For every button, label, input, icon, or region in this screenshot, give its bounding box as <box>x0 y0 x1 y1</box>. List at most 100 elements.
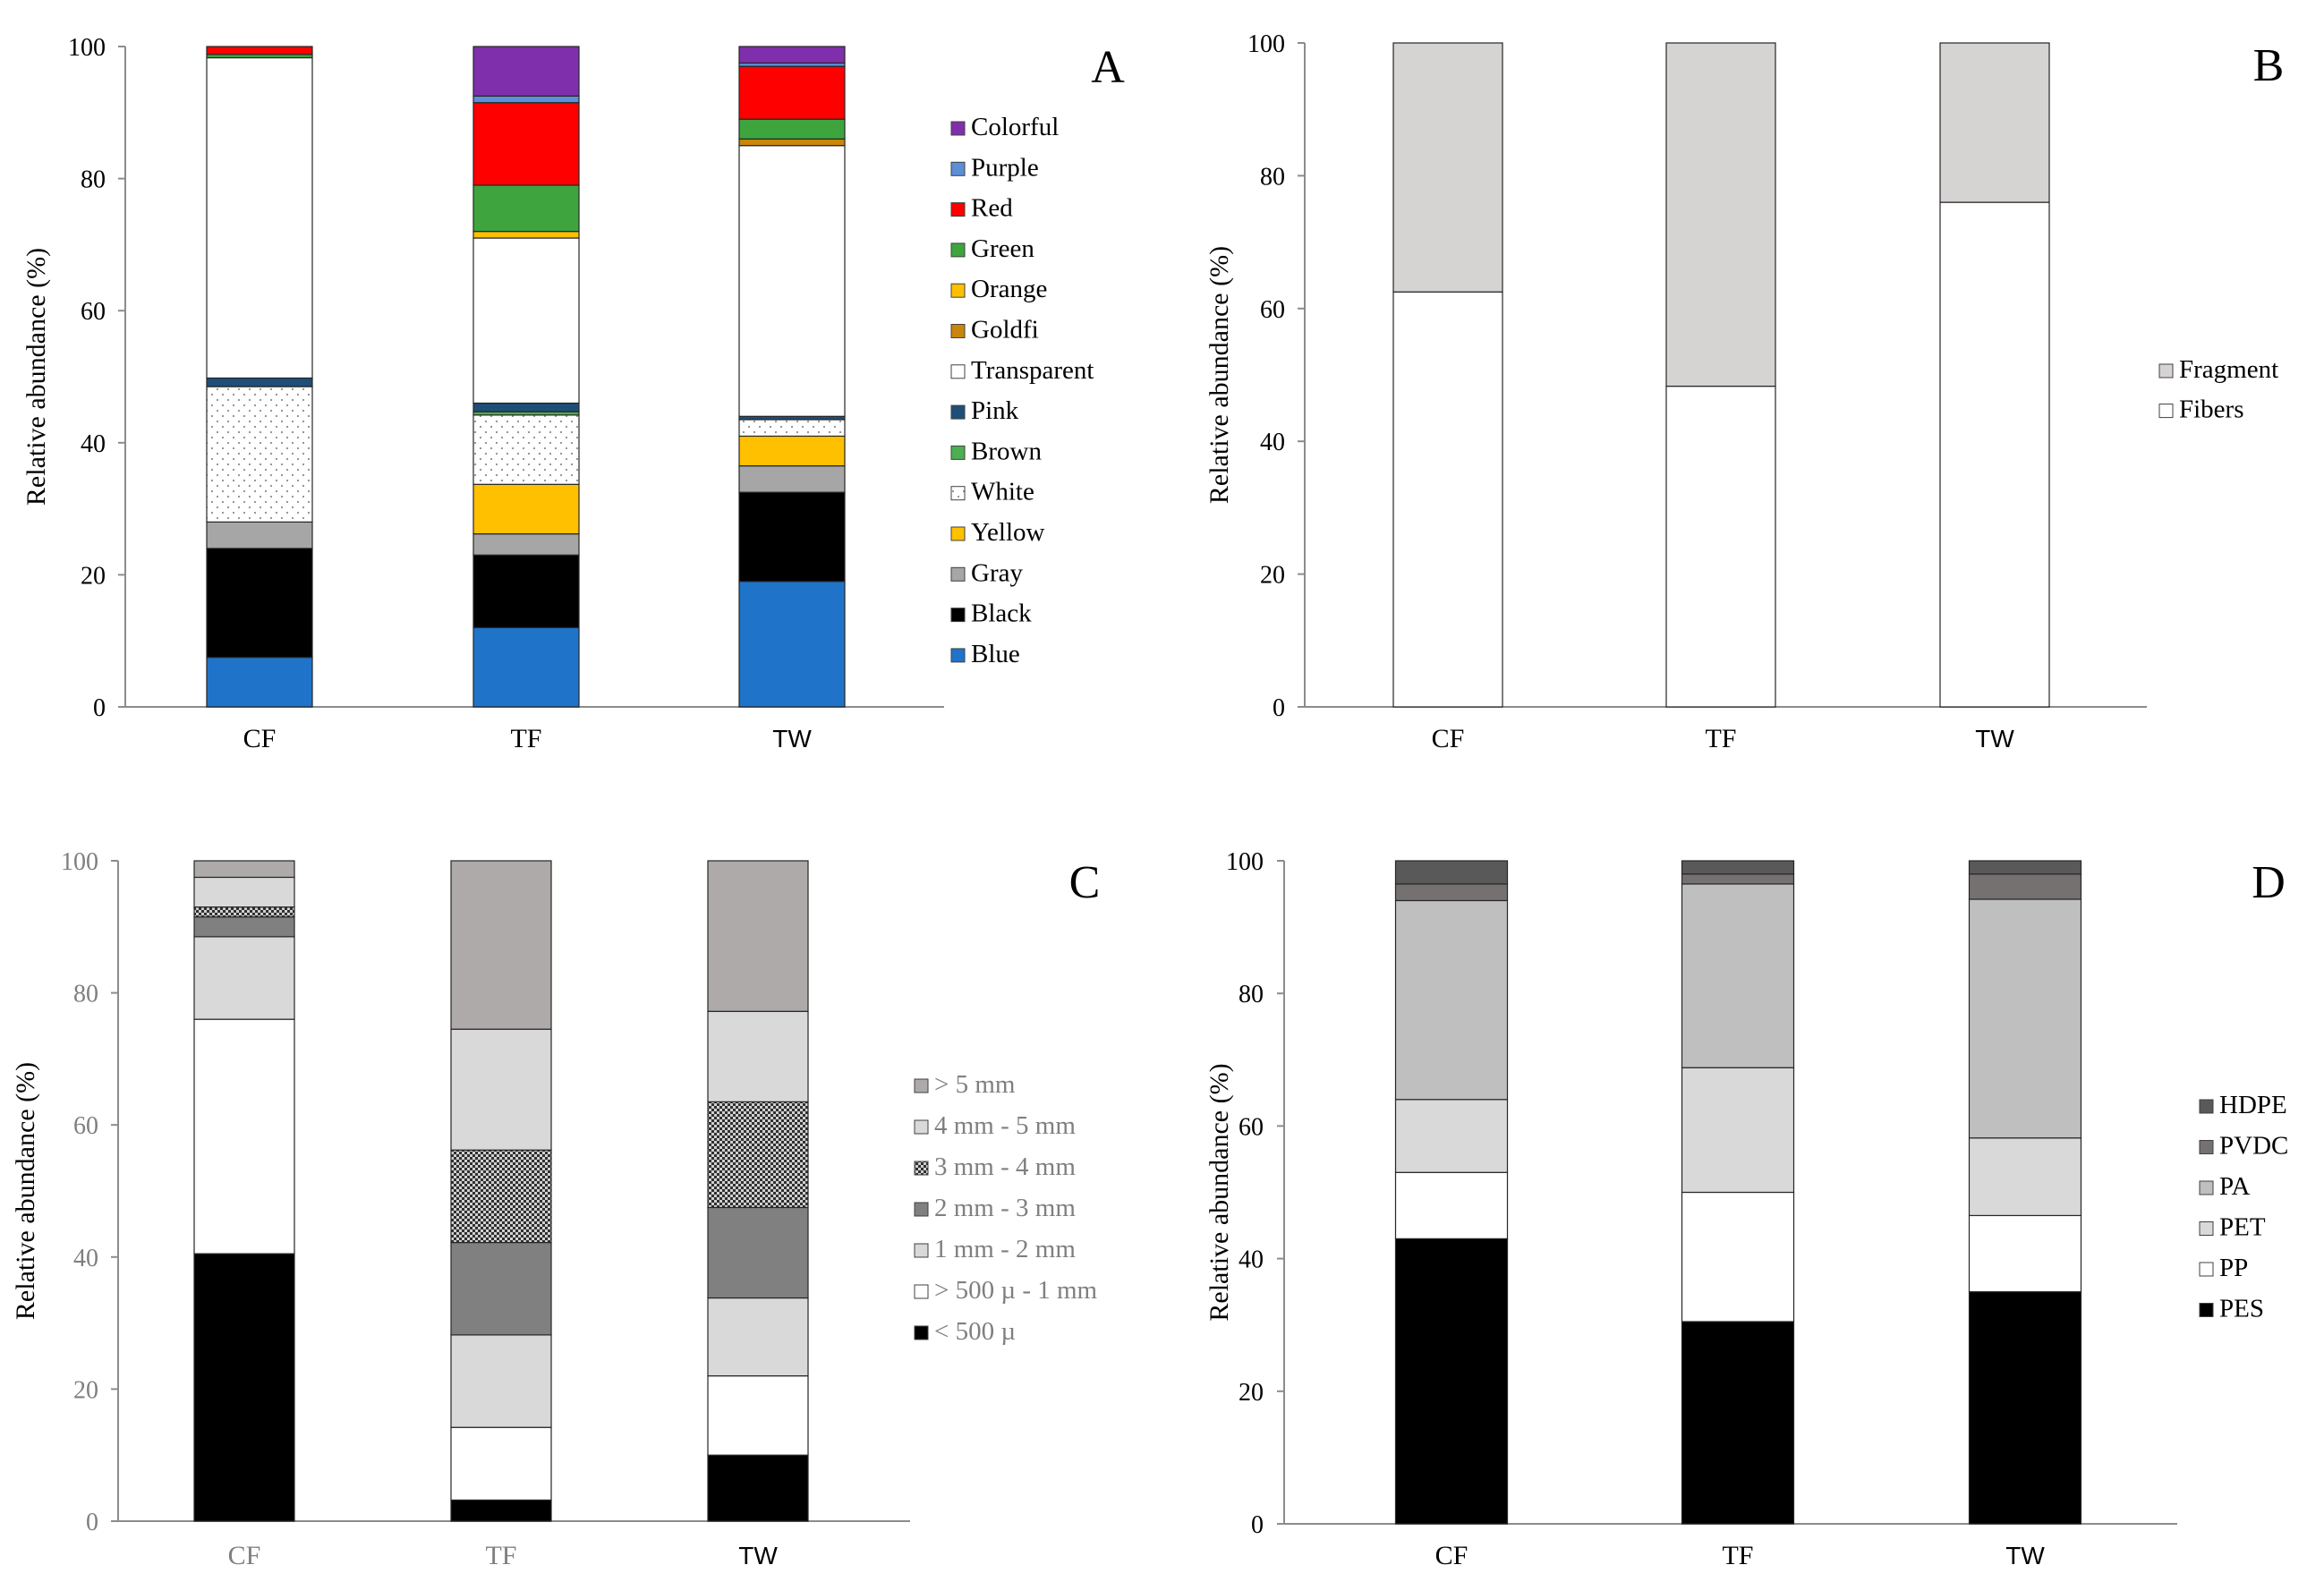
y-tick-label: 40 <box>73 1245 98 1272</box>
bar-segment-tf-black <box>472 554 580 629</box>
legend-label-500: < 500 µ <box>934 1317 1016 1346</box>
bar-segment-tf-fragment <box>1665 42 1776 387</box>
x-category-label: TF <box>510 724 541 753</box>
y-tick-label: 40 <box>1260 429 1285 456</box>
y-tick-label: 0 <box>93 694 106 722</box>
bar-segment-cf-blue <box>206 657 313 708</box>
x-category-label: CF <box>1435 1541 1468 1570</box>
legend-label-goldfi: Goldfi <box>971 316 1039 344</box>
bar-segment-tf-orange <box>472 231 580 239</box>
y-tick-label: 0 <box>1251 1511 1264 1539</box>
legend-swatch-blue <box>950 648 966 663</box>
legend-label-fibers: Fibers <box>2179 396 2244 424</box>
bar-segment-tf-pink <box>472 402 580 413</box>
bar-segment-tw-pet <box>1968 1137 2082 1217</box>
bar-segment-tf-500 <box>450 1499 552 1522</box>
y-axis-label: Relative abundance (%) <box>21 248 51 506</box>
legend-swatch-2-mm-3-mm <box>914 1202 929 1217</box>
legend-label-white: White <box>971 478 1034 506</box>
chart-panel-b: 0 20 40 60 80 100 Relative abundance (%) CF TF TW… <box>1205 30 2284 753</box>
bar-segment-tf-colorful <box>472 46 580 97</box>
bar-segment-tw-hdpe <box>1968 860 2082 875</box>
bar-segment-cf-fibers <box>1392 291 1503 708</box>
y-axis-label: Relative abundance (%) <box>1205 246 1234 504</box>
bar-segment-tw-blue <box>738 581 846 708</box>
legend-label-colorful: Colorful <box>971 113 1059 141</box>
x-category-label: TF <box>1705 724 1736 753</box>
x-category-label: CF <box>228 1541 261 1570</box>
bar-segment-tw-transparent <box>738 145 846 417</box>
bar-segment-tf-fibers <box>1665 386 1776 708</box>
y-tick-label: 20 <box>1239 1379 1264 1407</box>
bar-segment-cf-pink <box>206 377 313 387</box>
legend-label-blue: Blue <box>971 640 1020 668</box>
y-tick-label: 60 <box>73 1112 98 1140</box>
bar-segment-tw-5-mm <box>707 860 809 1012</box>
legend-swatch-5-mm <box>914 1078 929 1093</box>
legend-label-pes: PES <box>2219 1295 2264 1323</box>
legend-swatch-yellow <box>950 526 966 541</box>
bar-segment-cf-pet <box>1394 1099 1509 1173</box>
legend-label-fragment: Fragment <box>2179 355 2278 384</box>
legend-label-3-mm-4-mm: 3 mm - 4 mm <box>934 1152 1076 1181</box>
bar-segment-cf-black <box>206 548 313 659</box>
x-category-label: TW <box>1975 725 2014 753</box>
bar-segment-cf-pvdc <box>1394 883 1509 902</box>
bar-segment-cf-hdpe <box>1394 860 1509 885</box>
y-tick-label: 100 <box>1247 30 1285 58</box>
legend-swatch-500-1-mm <box>914 1284 929 1299</box>
bar-segment-tw-fragment <box>1939 42 2050 203</box>
bar-segment-tf-5-mm <box>450 860 552 1030</box>
legend-label-2-mm-3-mm: 2 mm - 3 mm <box>934 1194 1076 1222</box>
bar-segment-cf-pp <box>1394 1171 1509 1239</box>
bar-segment-tf-500-1-mm <box>450 1426 552 1501</box>
legend-label-yellow: Yellow <box>971 518 1045 547</box>
bar-segment-tf-red <box>472 102 580 186</box>
legend-swatch-pa <box>2199 1180 2214 1195</box>
bar-segment-tw-red <box>738 65 846 120</box>
legend-swatch-pvdc <box>2199 1140 2214 1154</box>
legend-swatch-1-mm-2-mm <box>914 1243 929 1258</box>
y-tick-label: 20 <box>1260 562 1285 590</box>
legend-swatch-green <box>950 242 966 258</box>
legend-label-transparent: Transparent <box>971 356 1094 385</box>
legend-swatch-pp <box>2199 1262 2214 1277</box>
legend-swatch-4-mm-5-mm <box>914 1119 929 1135</box>
bar-segment-cf-500 <box>193 1253 295 1522</box>
x-category-label: TW <box>738 1542 778 1569</box>
legend-label-brown: Brown <box>971 437 1042 465</box>
bar-segment-tw-black <box>738 491 846 583</box>
x-category-label: TW <box>772 725 812 753</box>
bar-segment-tf-blue <box>472 626 580 708</box>
bar-segment-tf-pes <box>1681 1321 1795 1525</box>
x-category-label: TF <box>485 1541 516 1570</box>
legend-swatch-brown <box>950 445 966 460</box>
panel-letter: C <box>1069 857 1101 908</box>
y-tick-label: 60 <box>1239 1113 1264 1141</box>
bar-segment-tw-3-mm-4-mm <box>707 1101 809 1209</box>
legend-label-black: Black <box>971 600 1032 628</box>
bar-segment-cf-4-mm-5-mm <box>193 876 295 908</box>
bar-segment-tf-pet <box>1681 1067 1795 1194</box>
bar-segment-tw-4-mm-5-mm <box>707 1010 809 1102</box>
y-tick-label: 80 <box>1260 163 1285 191</box>
bar-segment-tw-500 <box>707 1454 809 1522</box>
y-tick-label: 40 <box>81 430 106 458</box>
legend-label-orange: Orange <box>971 275 1047 303</box>
bar-segment-cf-5-mm <box>193 860 295 879</box>
bar-segment-tf-pvdc <box>1681 873 1795 885</box>
legend-label-gray: Gray <box>971 558 1023 587</box>
y-tick-label: 40 <box>1239 1246 1264 1274</box>
legend-swatch-black <box>950 608 966 623</box>
bar-segment-tw-colorful <box>738 46 846 64</box>
bar-segment-cf-fragment <box>1392 42 1503 293</box>
bar-segment-tw-goldfi <box>738 138 846 147</box>
bar-segment-tf-1-mm-2-mm <box>450 1334 552 1428</box>
bar-segment-tf-yellow <box>472 483 580 535</box>
chart-panel-c: 0 20 40 60 80 100 Relative abundance (%) CF TF TW… <box>11 848 1100 1570</box>
legend-swatch-purple <box>950 161 966 176</box>
bar-segment-tw-yellow <box>738 435 846 467</box>
y-tick-label: 80 <box>73 981 98 1008</box>
legend-swatch-500 <box>914 1325 929 1340</box>
bar-segment-cf-500-1-mm <box>193 1018 295 1255</box>
